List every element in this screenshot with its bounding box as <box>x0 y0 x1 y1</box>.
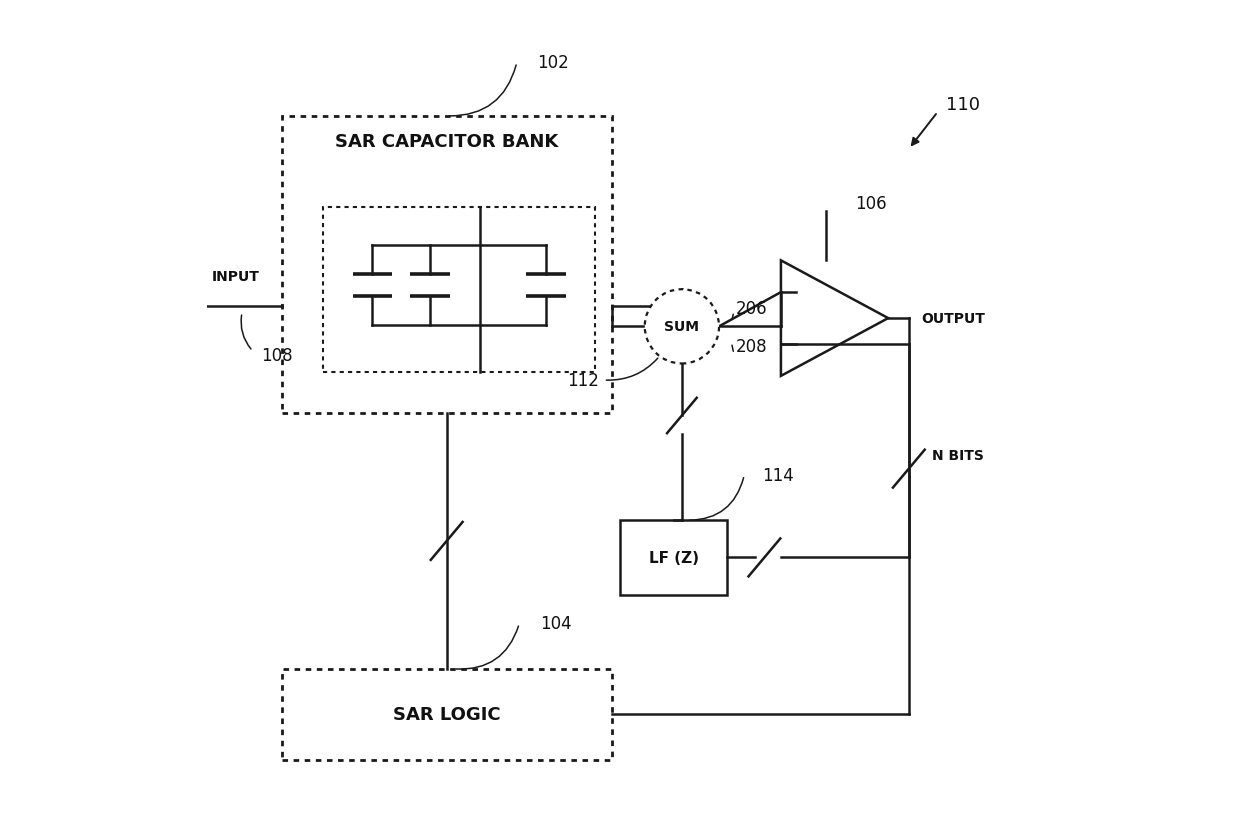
Bar <box>322 208 595 372</box>
Text: 102: 102 <box>537 55 569 72</box>
Circle shape <box>645 290 719 364</box>
Bar <box>620 521 728 595</box>
Bar <box>281 117 611 413</box>
Text: 112: 112 <box>568 371 599 390</box>
Text: 206: 206 <box>735 300 768 318</box>
Text: 108: 108 <box>262 347 293 365</box>
Text: 114: 114 <box>763 466 794 485</box>
Text: SAR CAPACITOR BANK: SAR CAPACITOR BANK <box>335 132 558 151</box>
Text: INPUT: INPUT <box>212 270 259 284</box>
Bar <box>281 669 611 760</box>
Text: OUTPUT: OUTPUT <box>921 312 985 326</box>
Text: 208: 208 <box>735 337 768 356</box>
Polygon shape <box>781 261 888 376</box>
Text: N BITS: N BITS <box>932 448 983 462</box>
Text: SUM: SUM <box>665 320 699 334</box>
Text: 106: 106 <box>854 194 887 213</box>
Text: 110: 110 <box>946 95 980 113</box>
Text: SAR LOGIC: SAR LOGIC <box>393 705 501 724</box>
Text: LF (Z): LF (Z) <box>649 550 698 565</box>
Text: 104: 104 <box>539 614 572 633</box>
